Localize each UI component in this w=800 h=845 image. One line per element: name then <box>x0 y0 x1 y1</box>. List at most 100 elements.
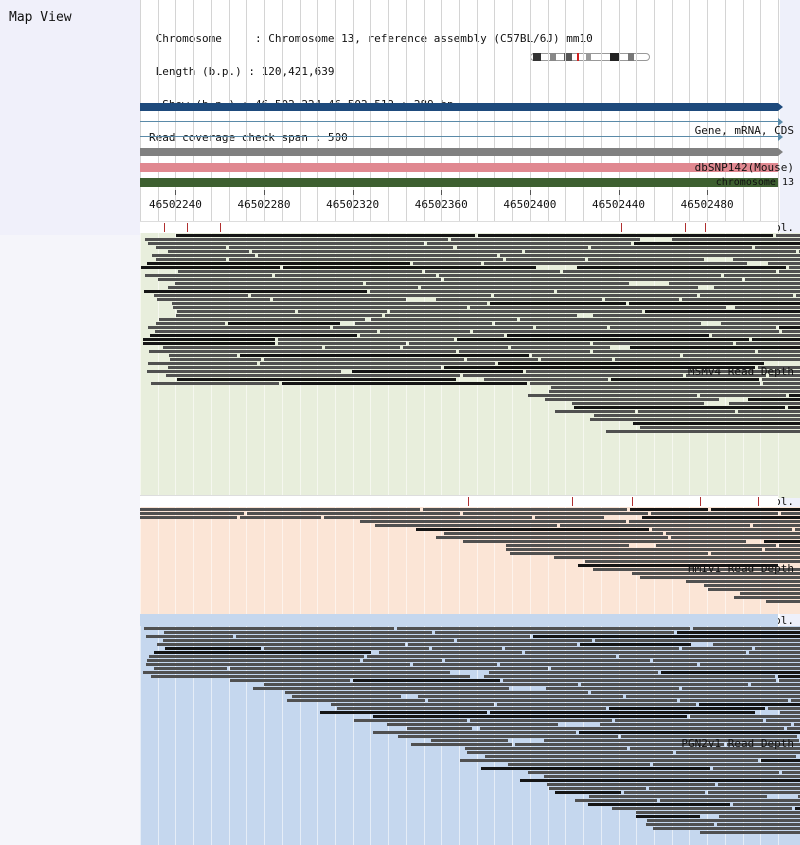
ideogram-band <box>564 53 572 61</box>
grid-line <box>140 507 141 614</box>
read-alignment <box>152 254 256 257</box>
read-alignment <box>641 516 800 519</box>
read-alignment <box>443 366 756 369</box>
read-alignment <box>167 366 441 369</box>
read-alignment <box>360 334 504 337</box>
grid-line <box>352 626 354 845</box>
read-alignment <box>162 346 322 349</box>
read-alignment <box>330 703 494 706</box>
read-alignment <box>489 671 658 674</box>
read-alignment <box>277 342 407 345</box>
grid-line <box>175 233 177 498</box>
read-alignment <box>592 350 755 353</box>
read-alignment <box>629 346 800 349</box>
snp-marker[interactable] <box>571 497 573 506</box>
read-alignment <box>164 631 433 634</box>
read-alignment <box>459 350 590 353</box>
read-alignment <box>685 374 767 377</box>
snp-marker[interactable] <box>186 223 188 232</box>
read-alignment <box>554 556 800 559</box>
read-alignment <box>541 358 612 361</box>
read-alignment <box>510 552 708 555</box>
hmi-depth-panel[interactable] <box>140 507 800 614</box>
read-alignment <box>320 711 488 714</box>
read-alignment <box>682 647 752 650</box>
snp-marker[interactable] <box>758 497 760 506</box>
mrna-arrow-icon <box>778 133 783 141</box>
mrna-line[interactable] <box>140 121 780 122</box>
read-alignment <box>776 234 800 237</box>
grid-line <box>281 507 283 614</box>
read-alignment <box>147 659 360 662</box>
read-alignment <box>555 410 635 413</box>
grid-line <box>317 626 319 845</box>
chromosome-bar[interactable] <box>140 178 778 187</box>
read-alignment <box>444 659 651 662</box>
snp-marker[interactable] <box>620 223 622 232</box>
read-alignment <box>573 406 786 409</box>
snp-marker[interactable] <box>684 223 686 232</box>
read-alignment <box>630 508 708 511</box>
chromosome-ideogram[interactable] <box>530 53 650 61</box>
snp-marker[interactable] <box>631 497 633 506</box>
read-alignment <box>480 767 711 770</box>
header-label-bg <box>0 0 140 235</box>
read-alignment <box>571 402 704 405</box>
read-alignment <box>576 266 786 269</box>
grid-line <box>388 0 390 235</box>
read-alignment <box>484 755 797 758</box>
grid-line <box>299 626 301 845</box>
read-alignment <box>415 528 649 531</box>
read-alignment <box>653 659 800 662</box>
grid-line <box>441 507 443 614</box>
cds-arrow-icon <box>778 148 783 156</box>
grid-line <box>778 233 779 498</box>
header-plot-area <box>140 0 780 235</box>
read-alignment <box>781 512 800 515</box>
read-alignment <box>499 254 800 257</box>
read-alignment <box>228 258 503 261</box>
snp-marker[interactable] <box>219 223 221 232</box>
mrna-line[interactable] <box>140 136 780 137</box>
grid-line <box>459 507 460 614</box>
read-alignment <box>165 647 261 650</box>
grid-line <box>742 0 744 235</box>
msm-depth-label: MSMv4 Read Depth <box>688 365 794 378</box>
grid-line <box>193 507 195 614</box>
ruler-tick-mark <box>618 190 620 195</box>
dbsnp-bar[interactable] <box>140 163 778 172</box>
read-alignment <box>637 410 736 413</box>
read-alignment <box>712 643 800 646</box>
read-alignment <box>651 528 792 531</box>
snp-marker[interactable] <box>700 497 702 506</box>
read-alignment <box>174 282 364 285</box>
cds-bar[interactable] <box>140 148 778 156</box>
grid-line <box>494 233 496 498</box>
snp-marker[interactable] <box>704 223 706 232</box>
read-alignment <box>375 524 558 527</box>
read-alignment <box>632 422 800 425</box>
read-alignment <box>432 647 502 650</box>
read-alignment <box>427 699 678 702</box>
read-alignment <box>708 791 800 794</box>
read-alignment <box>680 699 788 702</box>
read-alignment <box>333 326 533 329</box>
read-alignment <box>527 771 779 774</box>
snp-marker[interactable] <box>467 497 469 506</box>
read-alignment <box>252 687 509 690</box>
grid-line <box>583 507 585 614</box>
msm-depth-panel[interactable] <box>140 233 800 498</box>
gene-bar[interactable] <box>140 103 778 111</box>
read-alignment <box>519 318 800 321</box>
read-alignment <box>717 823 800 826</box>
read-alignment <box>155 258 226 261</box>
read-alignment <box>671 536 800 539</box>
pgn-depth-panel[interactable] <box>140 626 800 845</box>
snp-marker[interactable] <box>164 223 166 232</box>
grid-line <box>689 233 691 498</box>
read-alignment <box>354 322 492 325</box>
read-alignment <box>443 278 743 281</box>
read-alignment <box>562 270 776 273</box>
read-alignment <box>790 699 800 702</box>
read-alignment <box>699 703 800 706</box>
